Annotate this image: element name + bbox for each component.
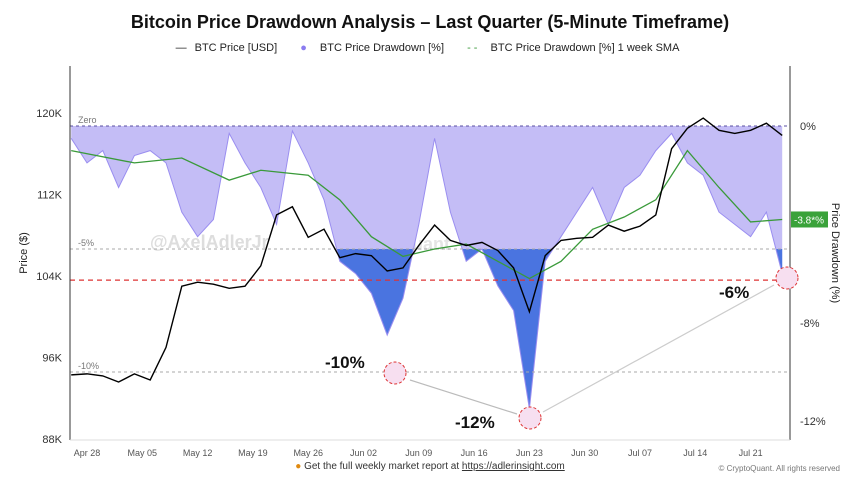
left-tick-label: 88K	[42, 434, 62, 446]
x-tick-label: Jul 14	[683, 448, 707, 458]
drawdown-line	[70, 129, 783, 409]
annotation-circle	[383, 361, 407, 385]
x-tick-label: May 12	[183, 448, 213, 458]
x-tick-label: May 05	[128, 448, 158, 458]
x-tick-label: May 26	[293, 448, 323, 458]
x-tick-label: Jul 07	[628, 448, 652, 458]
reference-label: -10%	[78, 361, 99, 371]
chart-title: Bitcoin Price Drawdown Analysis – Last Q…	[130, 12, 730, 32]
annotation-label: -12%	[455, 413, 495, 432]
annotation-circle	[518, 406, 542, 430]
annotation-label: -10%	[325, 353, 365, 372]
legend-drawdown: ● BTC Price Drawdown [%]	[300, 42, 445, 54]
sma-line	[71, 149, 783, 280]
left-tick-label: 120K	[36, 108, 62, 120]
drawdown-area	[71, 126, 783, 409]
reference-label: -5%	[78, 238, 94, 248]
annotation-arrow	[409, 379, 518, 415]
right-tick-label: -8%	[800, 318, 820, 330]
x-tick-label: Jun 23	[516, 448, 543, 458]
legend: — BTC Price [USD] ● BTC Price Drawdown […	[0, 42, 860, 54]
left-axis-title: Price ($)	[18, 232, 30, 274]
price-line	[71, 117, 783, 383]
x-tick-label: May 19	[238, 448, 268, 458]
right-axis-title: Price Drawdown (%)	[829, 203, 841, 303]
right-tick-label: -12%	[800, 416, 826, 428]
x-tick-label: Jun 16	[461, 448, 488, 458]
annotation-label: -6%	[719, 283, 749, 302]
x-tick-label: Jun 09	[405, 448, 432, 458]
sma-badge-label: -3.8*%	[794, 215, 824, 226]
annotation-arrow	[542, 284, 775, 413]
left-tick-label: 96K	[42, 353, 62, 365]
left-tick-label: 104K	[36, 271, 62, 283]
report-link[interactable]: https://adlerinsight.com	[461, 461, 565, 472]
annotation-circle	[775, 266, 799, 290]
sma-badge	[791, 211, 828, 228]
x-tick-label: Jul 21	[739, 448, 763, 458]
legend-price: — BTC Price [USD]	[175, 42, 278, 54]
left-tick-label: 112K	[37, 190, 63, 202]
x-tick-label: Jun 30	[571, 448, 598, 458]
footer: ● Get the full weekly market report at h…	[295, 461, 565, 472]
legend-sma: - - BTC Price Drawdown [%] 1 week SMA	[467, 42, 680, 54]
copyright: © CryptoQuant. All rights reserved	[718, 464, 841, 473]
right-tick-label: 0%	[800, 121, 816, 133]
x-tick-label: Apr 28	[74, 448, 101, 458]
watermark: @AxelAdlerJr	[150, 232, 269, 252]
x-tick-label: Jun 02	[350, 448, 377, 458]
reference-label: Zero	[78, 115, 97, 125]
